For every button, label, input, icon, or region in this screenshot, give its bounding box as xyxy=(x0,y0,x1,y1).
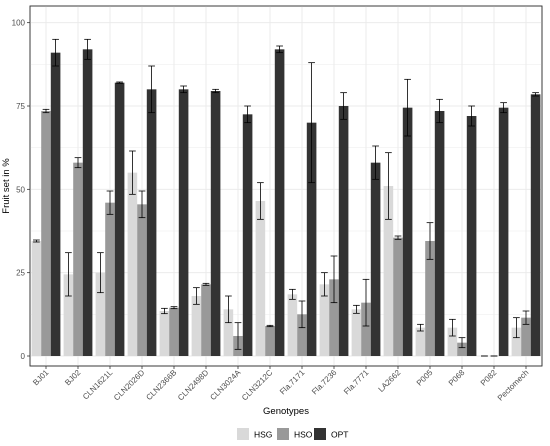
bar-hso-bj02 xyxy=(73,162,83,356)
bar-opt-cln2026d xyxy=(146,89,157,356)
bar-opt-la2662 xyxy=(402,107,413,357)
bar-hsg-fla.7171 xyxy=(287,294,298,356)
bar-hsg-fla.7236 xyxy=(319,284,330,356)
x-tick-label: P082 xyxy=(479,368,499,388)
y-tick-label: 100 xyxy=(12,19,26,28)
legend: HSG HSO OPT xyxy=(237,428,348,440)
error-bars-layer xyxy=(33,38,539,357)
bar-hso-fla.7771 xyxy=(361,302,371,356)
bar-hsg-cln3212c xyxy=(255,201,266,356)
y-tick-label: 75 xyxy=(16,102,25,111)
bar-hsg-cln2366b xyxy=(159,311,170,356)
y-tick-label: 0 xyxy=(21,352,26,361)
y-axis-title: Fruit set in % xyxy=(1,158,12,214)
bar-opt-fla.7171 xyxy=(306,122,317,357)
legend-key-hso xyxy=(277,428,289,440)
x-tick-label: BJ01 xyxy=(31,368,51,388)
bar-hsg-la2662 xyxy=(383,186,394,356)
bar-hso-fla.7171 xyxy=(297,314,307,356)
bar-opt-cln3212c xyxy=(274,49,285,356)
bar-hsg-cln2026d xyxy=(127,172,138,356)
bar-hsg-fla.7771 xyxy=(351,309,362,356)
x-axis: BJ01 BJ02CLN1621LCLN2026DCLN2366BCLN2498D… xyxy=(31,366,530,403)
x-axis-title: Genotypes xyxy=(263,406,309,417)
legend-label-opt: OPT xyxy=(331,430,348,440)
bar-hsg-cln3024a xyxy=(223,309,234,356)
bar-opt-p068 xyxy=(466,116,477,356)
bar-hsg-bj01 xyxy=(31,241,42,356)
bar-hsg-pectomech xyxy=(511,327,522,356)
bar-opt-pectomech xyxy=(530,94,541,356)
x-tick-label: CLN2366B xyxy=(144,368,178,402)
bar-hso-pectomech xyxy=(521,317,531,356)
bar-hso-cln3212c xyxy=(265,326,275,356)
bar-hso-cln2498d xyxy=(201,284,211,356)
bar-hso-cln1621l xyxy=(105,202,115,356)
legend-key-opt xyxy=(314,428,326,440)
bar-hsg-p068 xyxy=(447,327,458,356)
legend-key-hsg xyxy=(237,428,249,440)
x-tick-label: CLN2498D xyxy=(176,368,211,403)
bar-hso-p068 xyxy=(457,342,467,356)
bar-hso-cln2366b xyxy=(169,307,179,356)
bar-opt-bj02 xyxy=(82,49,93,356)
y-tick-label: 50 xyxy=(16,185,25,194)
x-tick-label: Pectomech xyxy=(496,368,531,403)
x-tick-label: P005 xyxy=(415,368,435,388)
x-tick-label: CLN3212C xyxy=(240,368,275,403)
bar-opt-cln1621l xyxy=(114,82,125,357)
bar-opt-p082 xyxy=(498,107,509,357)
bar-hso-fla.7236 xyxy=(329,279,339,356)
y-axis: 0 25 50 75 100 xyxy=(12,19,30,361)
x-tick-label: Fla.7236 xyxy=(310,368,339,397)
bar-opt-p005 xyxy=(434,111,445,356)
bar-hso-p005 xyxy=(425,241,435,356)
bar-opt-fla.7236 xyxy=(338,106,349,356)
bar-hsg-cln1621l xyxy=(95,272,106,356)
bar-opt-cln2498d xyxy=(210,91,221,356)
bar-hsg-cln2498d xyxy=(191,296,202,356)
plot-border xyxy=(29,5,543,367)
bar-hsg-p005 xyxy=(415,327,426,356)
x-tick-label: LA2662 xyxy=(377,368,403,394)
x-tick-label: Fla.7771 xyxy=(342,368,371,397)
y-tick-label: 25 xyxy=(16,269,25,278)
x-tick-label: Fla.7171 xyxy=(278,368,307,397)
x-tick-label: CLN2026D xyxy=(112,368,147,403)
bar-hsg-bj02 xyxy=(63,274,74,356)
bar-hso-cln2026d xyxy=(137,204,147,356)
bar-opt-cln2366b xyxy=(178,89,189,356)
x-tick-label: CLN3024A xyxy=(208,368,243,403)
legend-label-hsg: HSG xyxy=(254,430,272,440)
bar-hso-bj01 xyxy=(41,111,51,356)
bar-opt-fla.7771 xyxy=(370,162,381,356)
x-tick-label: P068 xyxy=(447,368,467,388)
x-tick-label: CLN1621L xyxy=(81,368,115,402)
bars-layer xyxy=(31,49,541,357)
legend-label-hso: HSO xyxy=(294,430,313,440)
x-tick-label: BJ02 xyxy=(63,368,83,388)
bar-hso-la2662 xyxy=(393,237,403,356)
bar-opt-cln3024a xyxy=(242,114,253,356)
bar-opt-bj01 xyxy=(50,52,61,357)
